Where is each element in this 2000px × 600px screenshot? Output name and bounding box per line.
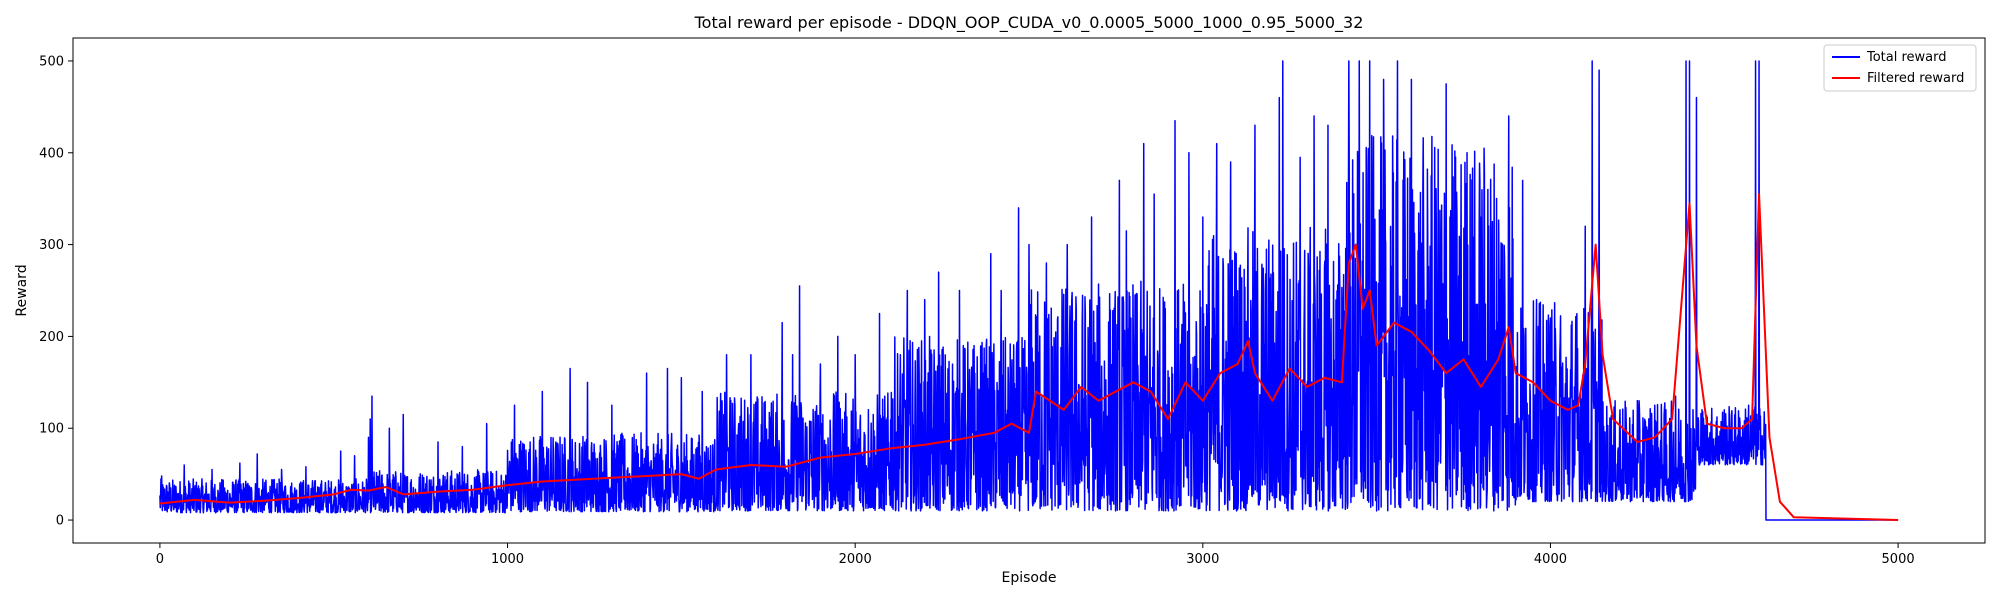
y-tick-label: 500: [39, 54, 64, 69]
y-axis-label: Reward: [14, 264, 30, 316]
legend: Total reward Filtered reward: [1823, 44, 1977, 92]
y-axis: 0 100 200 300 400 500: [39, 54, 73, 529]
plot-frame: [72, 37, 1986, 544]
y-tick-label: 300: [39, 238, 64, 253]
series-line-filtered-reward: [159, 193, 1899, 522]
x-axis: 0 1000 2000 3000 4000 5000: [156, 543, 1915, 567]
series-line-total-reward: [159, 60, 1899, 521]
y-tick-label: 200: [39, 330, 64, 345]
x-tick-label: 4000: [1534, 552, 1567, 567]
y-tick-label: 100: [39, 422, 64, 437]
chart-title: Total reward per episode - DDQN_OOP_CUDA…: [694, 13, 1364, 33]
legend-label-total-reward: Total reward: [1866, 50, 1947, 65]
x-tick-label: 2000: [839, 552, 872, 567]
x-tick-label: 1000: [491, 552, 524, 567]
x-tick-label: 0: [156, 552, 164, 567]
series-lines: [159, 60, 1899, 522]
x-axis-label: Episode: [1002, 570, 1057, 586]
y-tick-label: 0: [56, 514, 64, 529]
x-tick-label: 5000: [1882, 552, 1915, 567]
legend-box: [1823, 44, 1977, 92]
legend-label-filtered-reward: Filtered reward: [1867, 71, 1964, 86]
x-tick-label: 3000: [1186, 552, 1219, 567]
y-tick-label: 400: [39, 146, 64, 161]
